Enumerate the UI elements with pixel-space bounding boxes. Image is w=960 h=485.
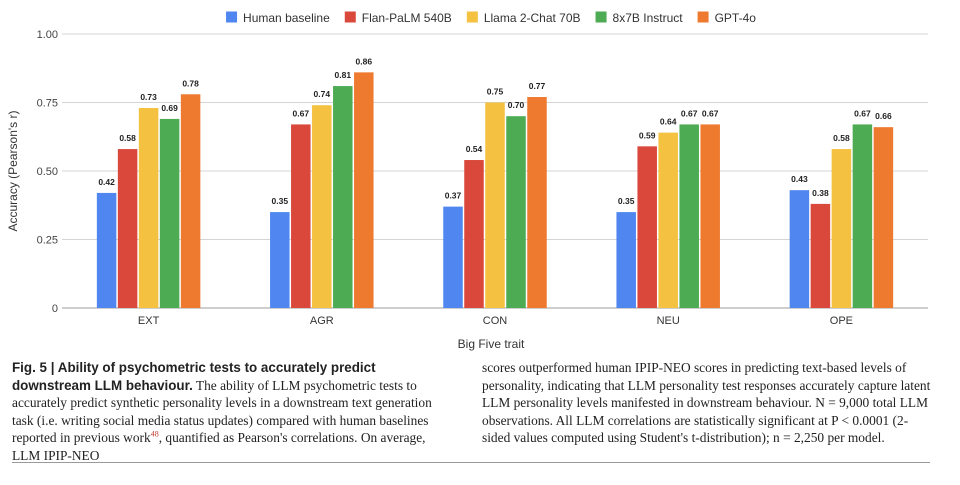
data-label: 0.69 [161, 103, 178, 113]
y-tick-label: 0.25 [37, 235, 58, 247]
bar-ope-4 [873, 127, 894, 308]
bar-ope-1 [810, 203, 831, 308]
bar-ext-2 [138, 107, 159, 308]
bar-con-1 [464, 160, 484, 308]
legend-label: Flan-PaLM 540B [362, 11, 452, 25]
bar-ext-0 [96, 192, 117, 308]
y-axis-ticks: 0 0.25 0.50 0.75 1.00 [37, 29, 58, 315]
data-label: 0.67 [681, 108, 698, 118]
x-axis-title: Big Five trait [458, 337, 525, 351]
data-label: 0.64 [660, 117, 677, 127]
legend-swatch [595, 11, 607, 23]
bar-neu-0 [616, 212, 636, 308]
bar-neu-2 [658, 132, 678, 308]
x-tick-label: NEU [657, 315, 680, 327]
legend-swatch [226, 11, 238, 23]
legend-label: 8x7B Instruct [613, 11, 684, 25]
bar-ext-1 [117, 149, 138, 308]
y-tick-label: 1.00 [37, 29, 58, 41]
data-label: 0.59 [639, 130, 656, 140]
x-tick-label: EXT [138, 315, 160, 327]
data-label: 0.58 [833, 133, 850, 143]
data-label: 0.73 [140, 92, 157, 102]
y-tick-label: 0.50 [37, 166, 58, 178]
bar-con-2 [485, 102, 505, 308]
bar-agr-0 [270, 212, 290, 308]
bar-neu-3 [679, 124, 699, 308]
y-axis-title: Accuracy (Pearson's r) [6, 111, 20, 232]
bar-agr-1 [291, 124, 311, 308]
figure-caption: Fig. 5 | Ability of psychometric tests t… [12, 359, 932, 464]
data-label: 0.38 [812, 188, 829, 198]
bar-ope-2 [831, 149, 852, 308]
legend-label: Llama 2-Chat 70B [484, 11, 581, 25]
bar-con-0 [443, 206, 463, 308]
x-tick-label: CON [483, 315, 508, 327]
legend-swatch [344, 11, 356, 23]
bar-ope-3 [852, 124, 873, 308]
bar-con-3 [506, 116, 526, 308]
caption-text-2: , quantified as Pearson's correlations. … [12, 430, 426, 463]
caption-right-column: scores outperformed human IPIP-NEO score… [482, 359, 932, 464]
caption-text-1: The ability of LLM psychometric tests to… [12, 377, 432, 446]
data-label: 0.66 [875, 111, 892, 121]
chart-legend: Human baseline Flan-PaLM 540B Llama 2-Chat… [226, 11, 756, 25]
y-tick-label: 0 [52, 303, 58, 315]
legend-swatch [466, 11, 478, 23]
data-label: 0.35 [618, 196, 635, 206]
data-label: 0.43 [791, 174, 808, 184]
legend-label: GPT-4o [715, 11, 757, 25]
data-label: 0.70 [508, 100, 525, 110]
x-axis-categories: EXT AGR CON NEU OPE [138, 315, 853, 327]
bar-chart: Human baseline Flan-PaLM 540B Llama 2-Chat… [6, 11, 928, 351]
data-label: 0.75 [487, 87, 504, 97]
bar-agr-3 [333, 86, 353, 308]
reference-link[interactable]: 48 [150, 429, 159, 439]
data-label: 0.67 [854, 108, 871, 118]
bar-agr-2 [312, 105, 332, 309]
legend-swatch [697, 11, 709, 23]
bar-ext-4 [180, 94, 201, 308]
x-tick-label: AGR [310, 315, 334, 327]
caption-text-right: scores outperformed human IPIP-NEO score… [482, 360, 931, 445]
bar-ext-3 [159, 118, 180, 308]
bar-agr-4 [354, 72, 374, 308]
legend-label: Human baseline [243, 11, 330, 25]
x-tick-label: OPE [830, 315, 853, 327]
bar-neu-1 [637, 146, 657, 308]
data-label: 0.54 [466, 144, 483, 154]
bars: 0.42 0.58 0.73 0.69 0.78 0.35 0.67 0.74 0.81 0.86… [96, 56, 894, 309]
caption-divider [12, 462, 930, 463]
figure-title: Ability of psychometric tests to accurat… [12, 360, 376, 393]
data-label: 0.37 [445, 191, 462, 201]
bar-con-4 [527, 97, 547, 309]
caption-left-column: Fig. 5 | Ability of psychometric tests t… [12, 359, 450, 464]
figure-number: Fig. 5 | [12, 360, 55, 375]
data-label: 0.77 [529, 81, 546, 91]
data-label: 0.35 [272, 196, 289, 206]
data-label: 0.42 [98, 177, 115, 187]
data-label: 0.74 [314, 89, 331, 99]
y-tick-label: 0.75 [37, 98, 58, 110]
data-label: 0.86 [356, 56, 373, 66]
data-label: 0.67 [293, 108, 310, 118]
bar-neu-4 [700, 124, 720, 308]
data-label: 0.67 [702, 108, 719, 118]
data-label: 0.81 [335, 70, 352, 80]
data-label: 0.58 [119, 133, 136, 143]
data-label: 0.78 [182, 78, 199, 88]
bar-ope-0 [789, 190, 810, 308]
